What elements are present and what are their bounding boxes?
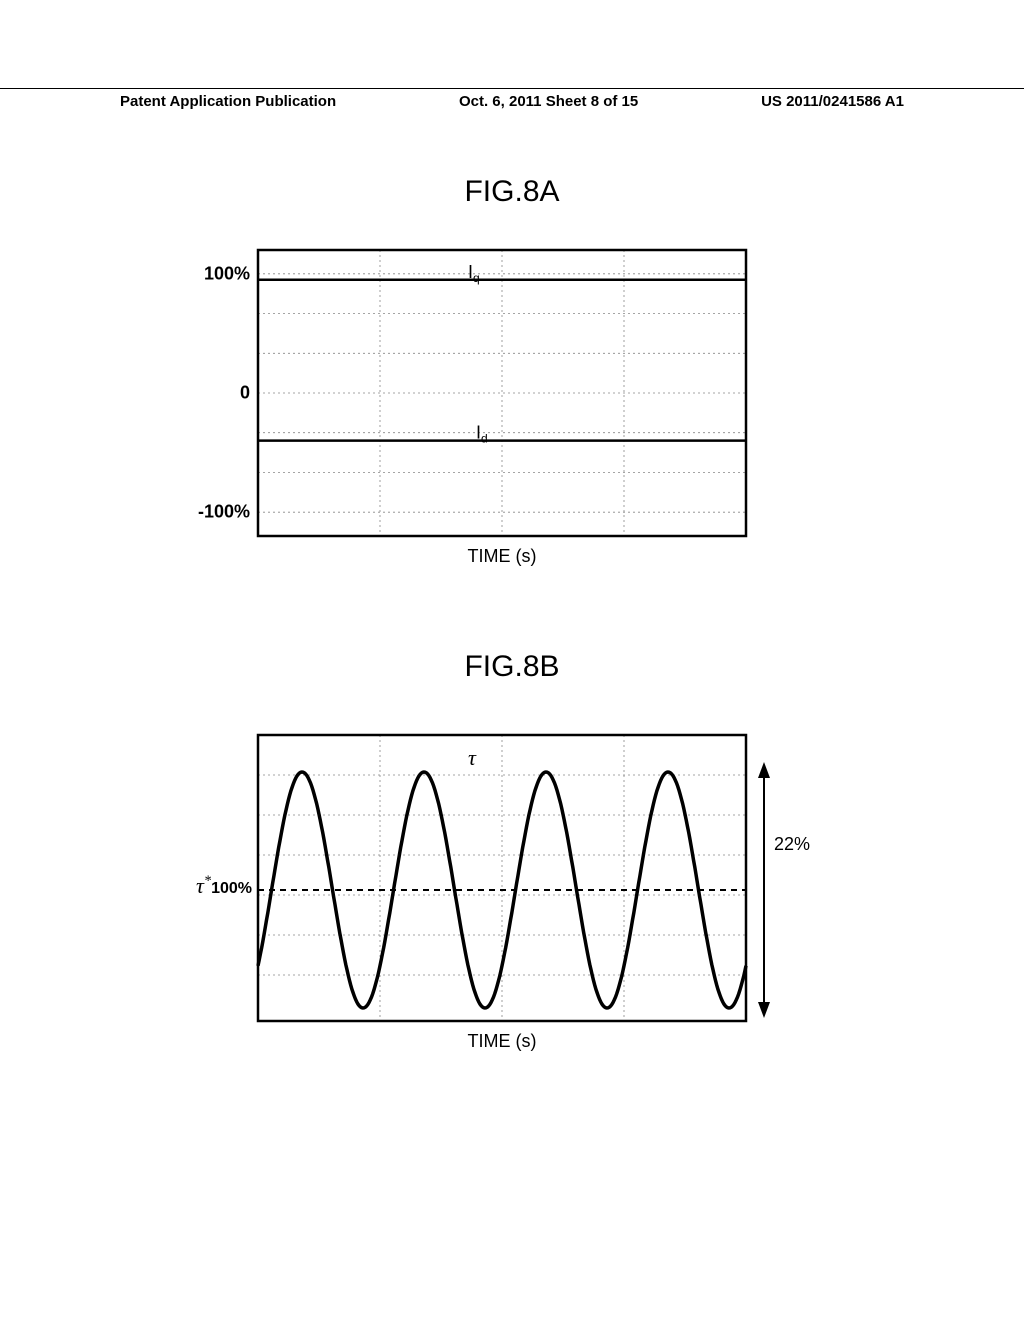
svg-text:22%: 22% <box>774 834 810 854</box>
fig-b-chart: τ22%τ*100%TIME (s) <box>258 735 746 1021</box>
header-center: Oct. 6, 2011 Sheet 8 of 15 <box>459 93 638 110</box>
xaxis-label: TIME (s) <box>468 1031 537 1052</box>
ytick-label: 0 <box>240 383 258 404</box>
fig-a-chart: IqId100%0-100%TIME (s) <box>258 250 746 536</box>
svg-text:Id: Id <box>476 423 488 446</box>
svg-text:τ: τ <box>468 745 477 770</box>
tau-star-label: τ*100% <box>196 873 258 899</box>
fig-b-title: FIG.8B <box>464 650 559 684</box>
ytick-label: -100% <box>198 502 258 523</box>
header-right: US 2011/0241586 A1 <box>761 93 904 110</box>
header-left: Patent Application Publication <box>120 93 336 110</box>
svg-text:Iq: Iq <box>468 262 480 285</box>
page-header: Patent Application Publication Oct. 6, 2… <box>0 88 1024 110</box>
ytick-label: 100% <box>204 263 258 284</box>
fig-a-title: FIG.8A <box>464 175 559 209</box>
xaxis-label: TIME (s) <box>468 546 537 567</box>
